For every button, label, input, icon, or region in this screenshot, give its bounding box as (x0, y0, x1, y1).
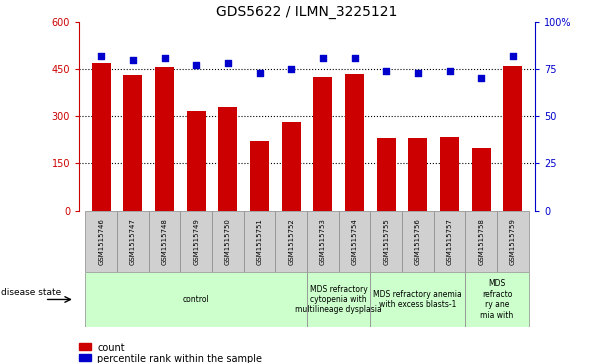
FancyBboxPatch shape (149, 211, 181, 272)
Point (255, 70, 264, 76)
Point (476, 76, 486, 81)
Bar (123, 75, 142, 211)
Text: GSM1515748: GSM1515748 (162, 218, 168, 265)
FancyBboxPatch shape (212, 211, 244, 272)
FancyBboxPatch shape (465, 272, 529, 327)
Point (413, 70, 423, 76)
Bar (282, 122, 301, 211)
Point (96, 53, 106, 59)
Point (444, 68, 454, 74)
FancyBboxPatch shape (370, 211, 402, 272)
FancyBboxPatch shape (465, 211, 497, 272)
Text: GSM1515756: GSM1515756 (415, 218, 421, 265)
Bar (345, 74, 364, 211)
FancyBboxPatch shape (370, 272, 465, 327)
Text: GSM1515749: GSM1515749 (193, 218, 199, 265)
Text: MDS
refracto
ry ane
mia with: MDS refracto ry ane mia with (480, 280, 514, 319)
FancyBboxPatch shape (307, 272, 370, 327)
Point (350, 55, 359, 61)
FancyBboxPatch shape (181, 211, 212, 272)
FancyBboxPatch shape (434, 211, 465, 272)
Bar (472, 148, 491, 211)
FancyBboxPatch shape (117, 211, 149, 272)
Bar (92, 63, 111, 211)
Bar (155, 68, 174, 211)
Text: count: count (97, 343, 125, 354)
Point (508, 53, 518, 59)
Point (286, 66, 296, 72)
Text: disease state: disease state (1, 288, 61, 297)
Text: percentile rank within the sample: percentile rank within the sample (97, 354, 262, 363)
FancyBboxPatch shape (339, 211, 370, 272)
Text: GSM1515746: GSM1515746 (98, 218, 104, 265)
Text: GSM1515754: GSM1515754 (351, 218, 358, 265)
Bar (377, 138, 396, 211)
Text: GSM1515755: GSM1515755 (383, 218, 389, 265)
FancyBboxPatch shape (402, 211, 434, 272)
FancyBboxPatch shape (497, 211, 529, 272)
Text: GSM1515751: GSM1515751 (257, 218, 263, 265)
Point (128, 57, 138, 62)
Text: GSM1515750: GSM1515750 (225, 218, 231, 265)
Text: GSM1515747: GSM1515747 (130, 218, 136, 265)
Bar (440, 136, 459, 211)
FancyBboxPatch shape (85, 272, 307, 327)
FancyBboxPatch shape (244, 211, 275, 272)
Point (160, 55, 170, 61)
Bar (313, 77, 333, 211)
Text: GSM1515753: GSM1515753 (320, 218, 326, 265)
Text: GSM1515752: GSM1515752 (288, 218, 294, 265)
Text: MDS refractory anemia
with excess blasts-1: MDS refractory anemia with excess blasts… (373, 290, 462, 309)
Bar (218, 107, 237, 211)
FancyBboxPatch shape (85, 211, 117, 272)
FancyBboxPatch shape (307, 211, 339, 272)
Point (318, 55, 328, 61)
Bar (409, 138, 427, 211)
Bar (503, 66, 522, 211)
Text: GSM1515759: GSM1515759 (510, 218, 516, 265)
Title: GDS5622 / ILMN_3225121: GDS5622 / ILMN_3225121 (216, 5, 398, 19)
FancyBboxPatch shape (275, 211, 307, 272)
Text: GSM1515757: GSM1515757 (446, 218, 452, 265)
Point (381, 68, 391, 74)
Bar (187, 111, 206, 211)
Text: MDS refractory
cytopenia with
multilineage dysplasia: MDS refractory cytopenia with multilinea… (295, 285, 382, 314)
Text: GSM1515758: GSM1515758 (478, 218, 484, 265)
Point (223, 60, 233, 66)
Point (192, 62, 201, 68)
Bar (250, 141, 269, 211)
Text: control: control (183, 295, 210, 304)
